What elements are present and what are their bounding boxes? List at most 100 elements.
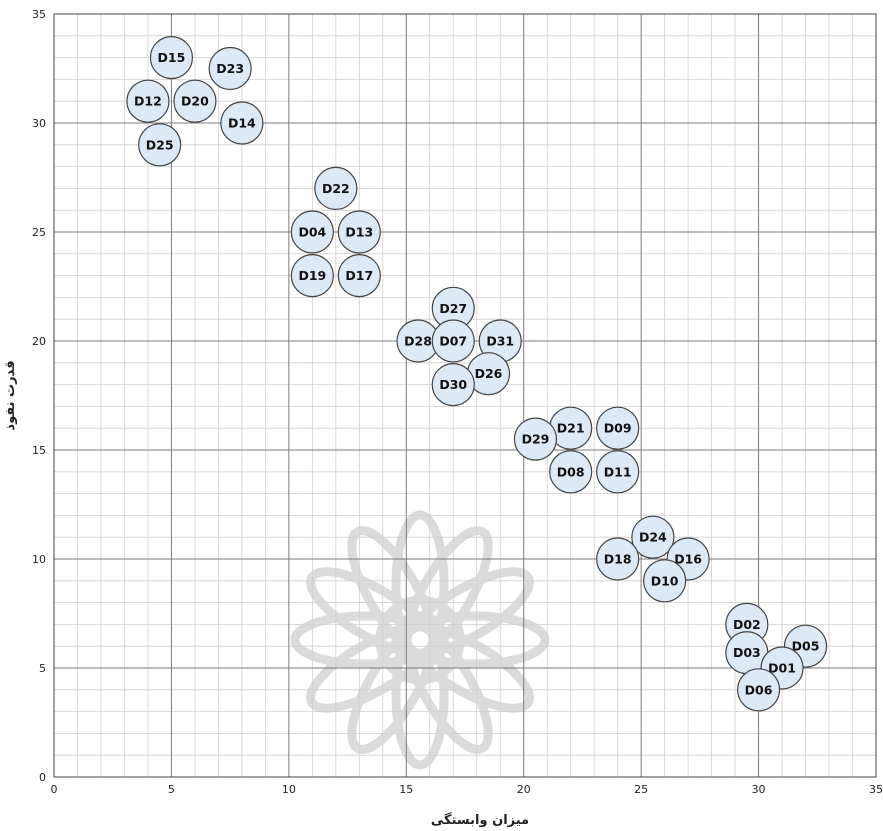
x-tick-label: 35 xyxy=(869,783,883,796)
data-point: D12 xyxy=(126,79,170,123)
point-label: D18 xyxy=(604,552,632,567)
minor-grid xyxy=(54,14,876,777)
data-point: D22 xyxy=(314,166,358,210)
data-point: D19 xyxy=(290,254,334,298)
point-marker xyxy=(431,363,475,407)
y-tick-label: 5 xyxy=(39,662,46,675)
data-point: D04 xyxy=(290,210,334,254)
point-marker xyxy=(431,319,475,363)
point-label: D24 xyxy=(639,530,667,545)
data-point: D08 xyxy=(549,450,593,494)
y-tick-label: 10 xyxy=(32,553,46,566)
point-marker xyxy=(549,450,593,494)
point-marker xyxy=(337,210,381,254)
data-point: D09 xyxy=(596,406,640,450)
data-point: D23 xyxy=(208,46,252,91)
point-label: D27 xyxy=(439,301,467,316)
data-point: D26 xyxy=(466,352,511,396)
point-label: D08 xyxy=(557,464,585,479)
plot-border xyxy=(53,13,877,778)
data-point: D27 xyxy=(431,286,475,330)
data-point: D21 xyxy=(549,406,593,450)
point-label: D13 xyxy=(345,225,373,240)
point-marker xyxy=(149,35,194,80)
point-label: D05 xyxy=(792,639,820,654)
data-point: D30 xyxy=(431,363,475,407)
point-label: D26 xyxy=(475,366,503,381)
data-point: D29 xyxy=(513,417,558,461)
data-point: D10 xyxy=(643,559,687,603)
point-label: D17 xyxy=(345,268,373,283)
point-label: D30 xyxy=(439,377,467,392)
point-label: D11 xyxy=(604,464,632,479)
point-marker xyxy=(208,46,252,91)
x-tick-label: 0 xyxy=(51,783,58,796)
point-label: D16 xyxy=(674,552,702,567)
x-tick-label: 15 xyxy=(399,783,413,796)
data-point: D28 xyxy=(396,319,440,363)
data-point: D14 xyxy=(220,101,264,145)
point-marker xyxy=(290,210,334,254)
point-marker xyxy=(138,123,182,167)
y-tick-label: 30 xyxy=(32,117,46,130)
point-label: D28 xyxy=(404,334,432,349)
x-tick-label: 20 xyxy=(517,783,531,796)
point-marker xyxy=(596,406,640,450)
y-axis-ticks: 0 5 10 15 20 25 30 35 xyxy=(32,8,46,784)
point-marker xyxy=(596,450,640,494)
point-marker xyxy=(220,101,264,145)
point-marker xyxy=(173,79,217,123)
point-label: D10 xyxy=(651,573,679,588)
point-label: D12 xyxy=(134,94,162,109)
point-label: D04 xyxy=(298,225,326,240)
point-label: D03 xyxy=(733,645,761,660)
x-tick-label: 30 xyxy=(752,783,766,796)
point-marker xyxy=(513,417,558,461)
data-point: D13 xyxy=(337,210,381,254)
data-point: D06 xyxy=(736,668,781,712)
data-point: D07 xyxy=(431,319,475,363)
y-axis-label: قدرت نفوذ xyxy=(3,360,18,430)
y-tick-label: 0 xyxy=(39,771,46,784)
y-tick-label: 20 xyxy=(32,335,46,348)
data-points: D15 D23 D12 D20 D14 D25 D22 D04 D13 D19 D17 D27 D28 D… xyxy=(126,35,828,712)
point-marker xyxy=(290,254,334,298)
y-tick-label: 35 xyxy=(32,8,46,21)
point-marker xyxy=(596,537,640,581)
point-marker xyxy=(631,515,675,559)
point-label: D31 xyxy=(486,334,514,349)
point-label: D25 xyxy=(146,137,174,152)
x-tick-label: 10 xyxy=(282,783,296,796)
point-label: D07 xyxy=(439,334,467,349)
x-tick-label: 25 xyxy=(634,783,648,796)
point-marker xyxy=(314,166,358,210)
data-point: D20 xyxy=(173,79,217,123)
x-tick-label: 5 xyxy=(168,783,175,796)
watermark-logo xyxy=(290,510,550,770)
point-label: D19 xyxy=(298,268,326,283)
point-label: D15 xyxy=(158,50,186,65)
point-label: D06 xyxy=(745,682,773,697)
point-marker xyxy=(736,668,781,712)
data-point: D18 xyxy=(596,537,640,581)
data-point: D31 xyxy=(478,319,522,363)
point-label: D21 xyxy=(557,421,585,436)
point-label: D09 xyxy=(604,421,632,436)
point-marker xyxy=(337,254,381,298)
data-point: D15 xyxy=(149,35,194,80)
y-tick-label: 15 xyxy=(32,444,46,457)
data-point: D11 xyxy=(596,450,640,494)
point-label: D29 xyxy=(522,432,550,447)
x-axis-label: میزان وابستگی xyxy=(431,812,529,828)
data-point: D25 xyxy=(138,123,182,167)
y-tick-label: 25 xyxy=(32,226,46,239)
point-label: D01 xyxy=(768,661,796,676)
point-marker xyxy=(643,559,687,603)
point-label: D22 xyxy=(322,181,350,196)
point-marker xyxy=(126,79,170,123)
point-label: D02 xyxy=(733,617,761,632)
data-point: D17 xyxy=(337,254,381,298)
data-point: D24 xyxy=(631,515,675,559)
point-label: D14 xyxy=(228,116,256,131)
